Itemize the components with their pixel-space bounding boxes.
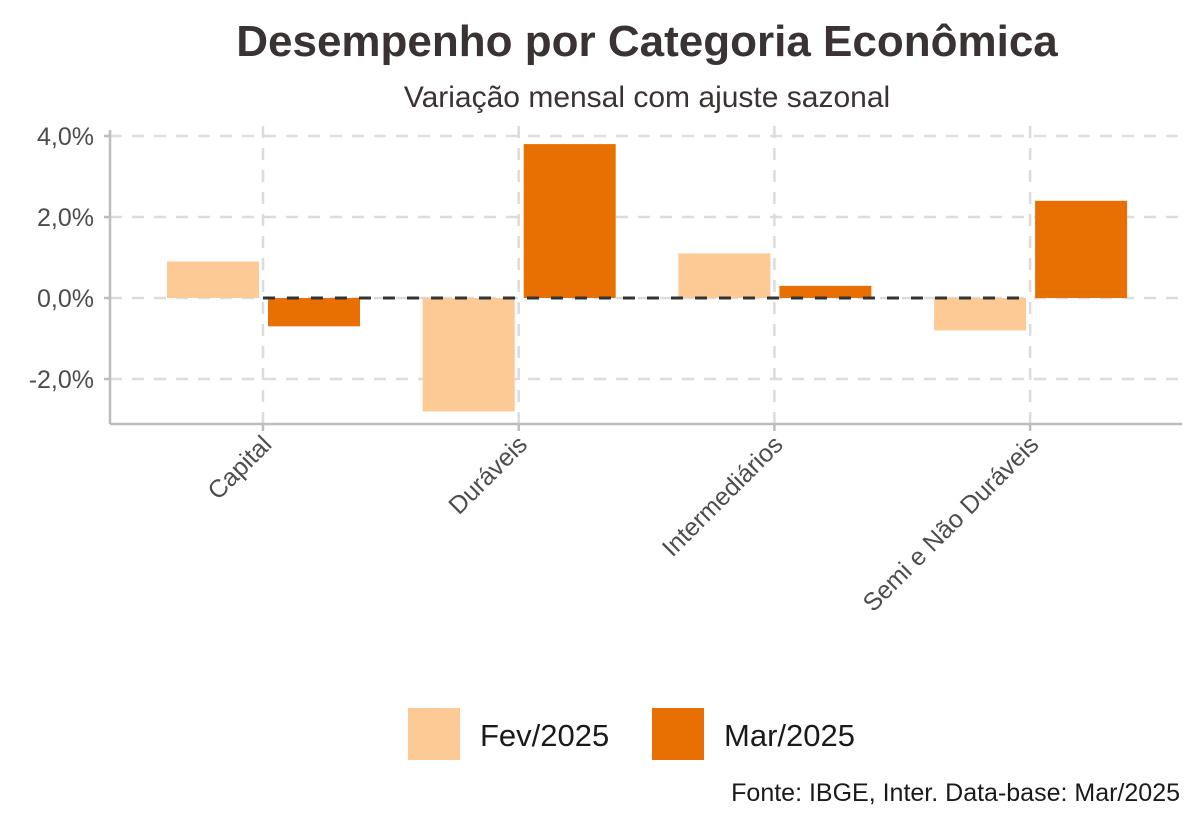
bar-fev-0	[167, 261, 259, 298]
bar-mar-3	[1035, 200, 1128, 298]
y-tick-label: 0,0%	[37, 285, 94, 313]
bar-mar-1	[523, 144, 616, 298]
y-tick-label: -2,0%	[29, 366, 94, 394]
gridlines	[110, 126, 1182, 424]
legend-label-mar: Mar/2025	[724, 718, 855, 753]
y-tick-label: 4,0%	[37, 123, 94, 151]
legend: Fev/2025 Mar/2025	[408, 708, 855, 760]
bars	[167, 144, 1128, 412]
bar-mar-2	[779, 285, 872, 298]
x-tick-label: Intermediários	[657, 430, 789, 562]
x-tick-label: Capital	[202, 430, 277, 505]
axes	[108, 130, 1182, 426]
legend-label-fev: Fev/2025	[480, 718, 609, 753]
chart-caption: Fonte: IBGE, Inter. Data-base: Mar/2025	[731, 779, 1180, 807]
bar-fev-2	[678, 253, 771, 298]
y-axis-ticks: -2,0% 0,0% 2,0% 4,0%	[29, 123, 110, 394]
y-tick-label: 2,0%	[37, 204, 94, 232]
chart-subtitle: Variação mensal com ajuste sazonal	[404, 81, 890, 114]
x-tick-label: Duráveis	[443, 430, 533, 520]
legend-swatch-fev	[408, 708, 460, 760]
x-tick-label: Semi e Não Duráveis	[858, 430, 1045, 617]
bar-fev-3	[934, 298, 1027, 331]
bar-mar-0	[268, 298, 360, 327]
legend-swatch-mar	[652, 708, 704, 760]
chart-title: Desempenho por Categoria Econômica	[236, 17, 1058, 66]
x-axis-ticks: Capital Duráveis Intermediários Semi e Não …	[202, 424, 1044, 617]
bar-fev-1	[422, 298, 515, 412]
